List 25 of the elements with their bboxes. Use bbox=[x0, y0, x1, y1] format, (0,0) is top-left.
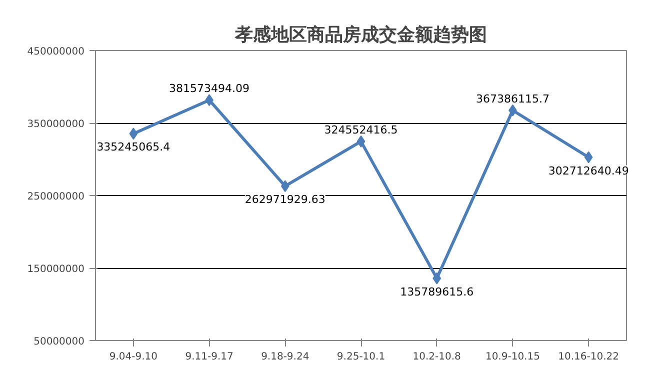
y-tick-label: 50000000 bbox=[34, 336, 85, 348]
x-tick-label: 10.16-10.22 bbox=[558, 352, 620, 362]
y-tick-label: 250000000 bbox=[27, 192, 85, 202]
y-tick-label: 450000000 bbox=[27, 46, 85, 58]
x-tick-label: 10.9-10.15 bbox=[485, 352, 540, 362]
x-tick-label: 9.18-9.24 bbox=[261, 352, 310, 362]
x-tick-label: 9.04-9.10 bbox=[109, 352, 158, 362]
y-tick-label: 150000000 bbox=[27, 264, 85, 275]
point bbox=[129, 128, 138, 140]
point bbox=[280, 180, 290, 192]
data-label: 262971929.63 bbox=[244, 193, 326, 206]
y-tick-label: 350000000 bbox=[27, 119, 85, 130]
data-label: 367386115.7 bbox=[476, 92, 550, 106]
point bbox=[432, 272, 442, 284]
data-label: 324552416.5 bbox=[324, 123, 398, 136]
x-tick-label: 9.11-9.17 bbox=[185, 352, 234, 362]
data-label: 135789615.6 bbox=[400, 285, 474, 298]
chart-title: 孝感地区商品房成交金额趋势图 bbox=[234, 24, 487, 46]
point bbox=[584, 151, 593, 164]
data-label: 335245065.4 bbox=[96, 140, 170, 154]
data-label: 302712640.49 bbox=[548, 164, 629, 178]
point bbox=[356, 135, 366, 148]
x-tick-label: 10.2-10.8 bbox=[412, 352, 461, 362]
data-label: 381573494.09 bbox=[169, 82, 250, 96]
x-tick-label: 9.25-10.1 bbox=[336, 352, 386, 362]
